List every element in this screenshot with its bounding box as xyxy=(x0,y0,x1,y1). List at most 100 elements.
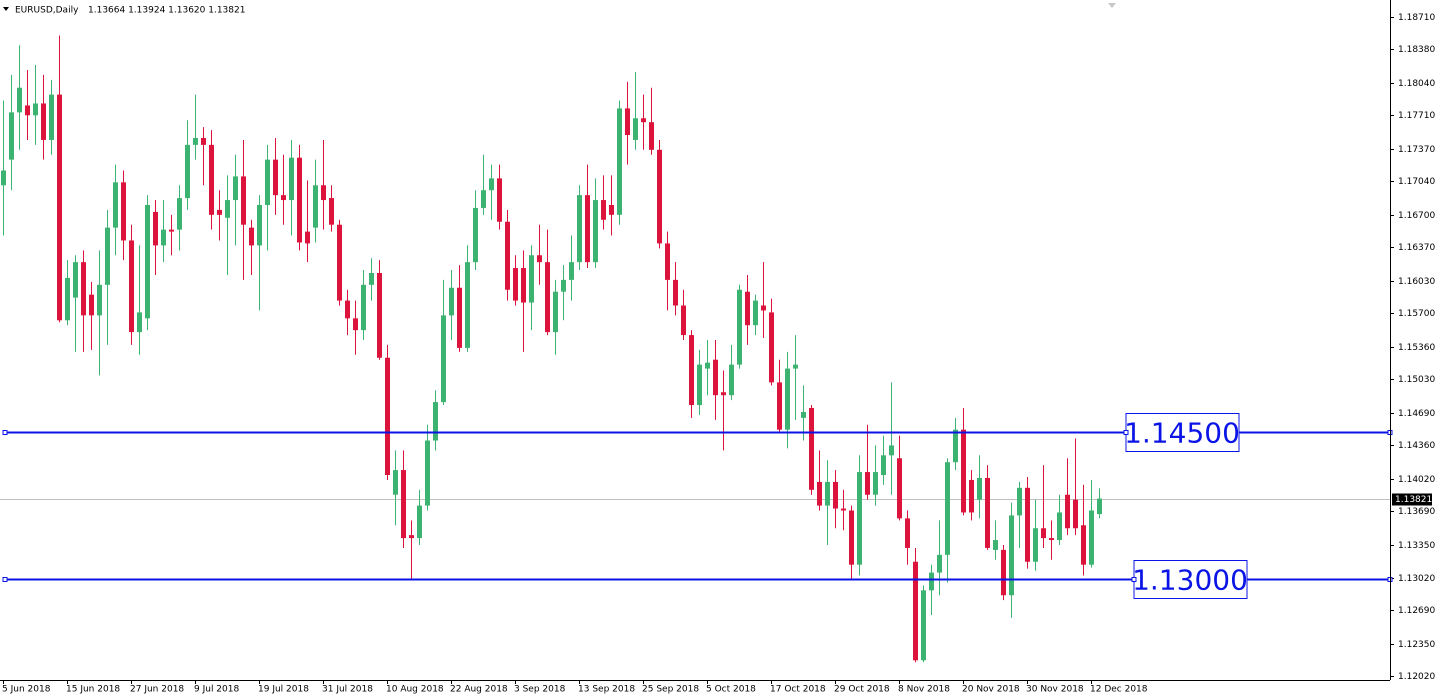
y-tick-label: 1.14360 xyxy=(1398,441,1435,451)
candle-body xyxy=(577,195,582,263)
candle-body xyxy=(785,368,790,430)
candle-body xyxy=(849,510,854,565)
candle-body xyxy=(465,262,470,348)
x-tick-label: 20 Nov 2018 xyxy=(962,685,1020,695)
x-tick-label: 22 Aug 2018 xyxy=(450,685,508,695)
candle-body xyxy=(681,305,686,336)
chart-title: EURUSD,Daily xyxy=(15,6,79,16)
x-tick-label: 17 Oct 2018 xyxy=(770,685,826,695)
candle-body xyxy=(561,279,566,292)
candle-body xyxy=(905,518,910,548)
candle-body xyxy=(177,198,182,230)
level-label: 1.14500 xyxy=(1124,417,1240,450)
x-tick-label: 5 Oct 2018 xyxy=(706,685,756,695)
candle-body xyxy=(881,455,886,476)
candle-body xyxy=(985,477,990,548)
candle-body xyxy=(897,458,902,519)
candle-body xyxy=(217,209,222,215)
candle-body xyxy=(89,294,94,316)
candle-body xyxy=(1065,494,1070,529)
candle-body xyxy=(1,170,6,186)
candle-body xyxy=(745,291,750,326)
y-tick-label: 1.15030 xyxy=(1398,375,1435,385)
candle-body xyxy=(889,445,894,456)
candle-body xyxy=(513,268,518,301)
candle-body xyxy=(73,262,78,298)
candle-body xyxy=(433,402,438,441)
candle-body xyxy=(817,481,822,506)
candle-body xyxy=(641,118,646,123)
candle-body xyxy=(617,108,622,215)
candle-body xyxy=(137,312,142,333)
candle-body xyxy=(529,255,534,303)
candle-body xyxy=(521,268,526,303)
candle-body xyxy=(409,535,414,539)
candle-body xyxy=(25,105,30,116)
current-price-box xyxy=(1392,493,1432,506)
candle-body xyxy=(321,185,326,201)
candle-body xyxy=(977,477,982,500)
candle-body xyxy=(825,481,830,506)
candle-body xyxy=(1001,549,1006,596)
candle-body xyxy=(193,137,198,145)
level-handle xyxy=(1123,430,1129,435)
candle-body xyxy=(1041,528,1046,539)
candle-body xyxy=(1057,512,1062,541)
candle-body xyxy=(505,221,510,290)
ohlc-text: 1.13664 1.13924 1.13620 1.13821 xyxy=(88,6,245,16)
x-tick-label: 5 Jun 2018 xyxy=(2,685,51,695)
level-label-box xyxy=(1125,413,1240,452)
candle-body xyxy=(257,204,262,246)
candle-body xyxy=(305,231,310,244)
axis-layer: 1.18710 1.18380 1.18040 1.17710 1.17370 1.170… xyxy=(0,13,1435,695)
candle-body xyxy=(537,255,542,263)
candle-body xyxy=(225,200,230,218)
candle-body xyxy=(385,357,390,476)
candle-body xyxy=(233,176,238,201)
candle-body xyxy=(201,137,206,145)
candle-body xyxy=(473,207,478,263)
candle-body xyxy=(353,318,358,331)
candle-body xyxy=(369,272,374,285)
y-tick-label: 1.17370 xyxy=(1398,145,1435,155)
x-tick-label: 12 Dec 2018 xyxy=(1090,685,1148,695)
candle-body xyxy=(633,118,638,140)
candle-body xyxy=(801,411,806,418)
candle-body xyxy=(945,462,950,555)
level-label: 1.13000 xyxy=(1132,564,1248,597)
x-tick-label: 25 Sep 2018 xyxy=(642,685,699,695)
x-tick-label: 10 Aug 2018 xyxy=(386,685,444,695)
candle-body xyxy=(585,195,590,263)
x-tick-label: 31 Jul 2018 xyxy=(322,685,373,695)
candle-body xyxy=(1009,515,1014,596)
candle-body xyxy=(1097,498,1102,515)
candle-body xyxy=(9,112,14,160)
menu-triangle[interactable] xyxy=(3,7,9,11)
candle-body xyxy=(145,204,150,319)
candle-body xyxy=(1081,525,1086,565)
candle-body xyxy=(569,262,574,280)
candle-body xyxy=(777,382,782,430)
y-tick-label: 1.12350 xyxy=(1398,640,1435,650)
candle-body xyxy=(937,554,942,573)
candle-body xyxy=(105,227,110,285)
y-tick-label: 1.17710 xyxy=(1398,111,1435,121)
candle-body xyxy=(545,262,550,333)
candle-body xyxy=(361,284,366,331)
candle-body xyxy=(377,272,382,358)
y-tick-label: 1.16030 xyxy=(1398,277,1435,287)
y-tick-label: 1.12020 xyxy=(1398,672,1435,682)
candle-body xyxy=(657,149,662,244)
x-tick-label: 27 Jun 2018 xyxy=(130,685,184,695)
candle-body xyxy=(129,240,134,333)
candle-body xyxy=(1033,528,1038,562)
current-price-label: 1.13821 xyxy=(1395,495,1432,505)
x-tick-label: 29 Oct 2018 xyxy=(834,685,890,695)
level-handle xyxy=(2,577,8,582)
candle-body xyxy=(713,359,718,396)
candle-body xyxy=(185,144,190,199)
candle-body xyxy=(41,103,46,140)
candle-body xyxy=(313,185,318,228)
level-handle xyxy=(1131,577,1137,582)
y-tick-label: 1.16700 xyxy=(1398,211,1435,221)
